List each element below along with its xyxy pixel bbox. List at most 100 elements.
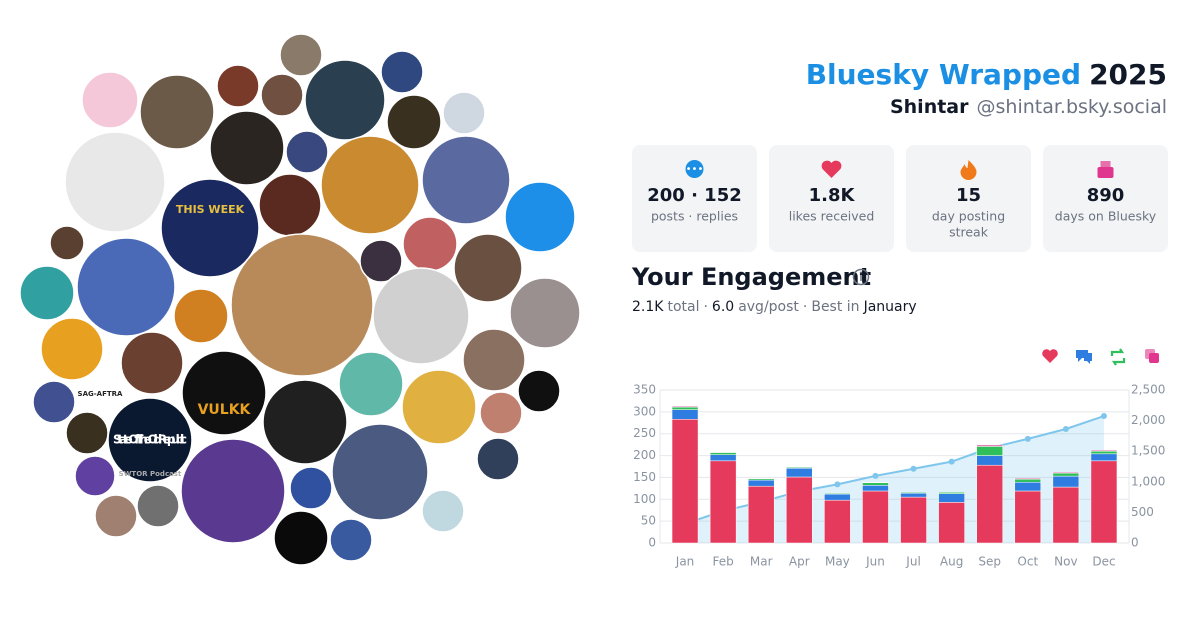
line-marker <box>910 465 917 472</box>
bar-segment <box>1090 453 1118 462</box>
summary: 2.1K total · 6.0 avg/post · Best in January <box>632 299 917 315</box>
avatar <box>160 178 260 278</box>
avatar <box>49 225 85 261</box>
stat-value: 15 <box>956 185 981 206</box>
x-tick-label: Jan <box>675 555 695 569</box>
y-tick-label: 0 <box>648 536 656 550</box>
bar-segment <box>1090 450 1118 452</box>
icon-shape <box>821 160 842 178</box>
x-tick-label: Oct <box>1017 555 1038 569</box>
bar-segment <box>824 492 851 495</box>
icon-shape <box>1100 161 1111 167</box>
avatar <box>216 64 260 108</box>
x-tick-label: May <box>825 555 850 569</box>
bar-segment <box>862 482 889 486</box>
x-tick-label: Feb <box>713 555 734 569</box>
avatar <box>136 484 180 528</box>
stat-value: 890 <box>1087 185 1125 206</box>
x-tick-label: Mar <box>750 555 773 569</box>
y-tick-label: 200 <box>633 448 656 462</box>
bar-segment <box>862 490 889 544</box>
legend-icon <box>1042 349 1058 363</box>
legend <box>1042 348 1159 366</box>
best-label: Best in <box>811 299 859 315</box>
line-marker <box>948 458 955 465</box>
avatar <box>421 489 465 533</box>
bar-segment <box>709 452 737 455</box>
avatar <box>76 237 176 337</box>
bar-segment <box>1090 460 1118 544</box>
bar-segment <box>1014 481 1042 492</box>
avatar <box>504 181 576 253</box>
info-icon <box>852 268 870 286</box>
avatar <box>320 135 420 235</box>
avatar <box>19 265 75 321</box>
avatar <box>81 71 139 129</box>
y-tick-label: 100 <box>633 492 656 506</box>
line-marker <box>1062 425 1069 432</box>
bar-segment <box>824 493 851 501</box>
avatar <box>65 411 109 455</box>
stat-icon <box>960 160 977 180</box>
bar-segment <box>938 493 965 503</box>
avatar-collage: THIS WEEK VULKK State Of The Old Republic S… <box>19 33 581 566</box>
avatar <box>209 110 285 186</box>
bar-segment <box>671 405 699 408</box>
avatar <box>462 328 526 392</box>
avatar <box>329 518 373 562</box>
avatar <box>40 317 104 381</box>
stat-cards: ••• 200 · 152 posts · replies 1.8K likes rec… <box>632 145 1168 252</box>
avatar <box>230 233 374 377</box>
bar-segment <box>976 444 1003 447</box>
line-marker <box>1024 435 1031 442</box>
bar-segment <box>1052 486 1080 544</box>
avatar <box>107 397 193 483</box>
bar-segment <box>976 446 1003 456</box>
stat-label: day posting <box>932 209 1005 224</box>
stat-label: posts · replies <box>651 209 738 224</box>
avatar <box>517 369 561 413</box>
bar-segment <box>786 467 813 478</box>
best: January <box>863 299 917 315</box>
y2-tick-label: 2,500 <box>1131 383 1165 397</box>
legend-icon <box>1149 353 1159 363</box>
avatar <box>94 494 138 538</box>
avatar <box>181 350 267 436</box>
avatar-text: VULKK <box>198 402 252 418</box>
line-marker <box>872 472 879 479</box>
avatar <box>273 510 329 566</box>
bar-segment <box>709 460 737 544</box>
avatar <box>285 130 329 174</box>
icon-shape <box>1097 167 1114 178</box>
bar-segment <box>1052 472 1080 477</box>
bar-segment <box>671 409 699 420</box>
avg: 6.0 <box>712 299 734 315</box>
bar-segment <box>900 492 927 498</box>
avatar-text: SWTOR Podcast <box>119 470 182 478</box>
avatar <box>279 33 323 77</box>
bar-segment <box>747 485 775 544</box>
bar-segment <box>1052 471 1080 474</box>
avatar <box>359 239 403 283</box>
avatar <box>180 438 286 544</box>
legend-icon <box>1110 348 1126 366</box>
bar-segment <box>671 419 699 544</box>
stat-icon <box>821 160 842 178</box>
y2-tick-label: 0 <box>1131 536 1139 550</box>
bar-segment <box>938 502 965 544</box>
bar-segment <box>747 479 775 487</box>
icon-shape <box>685 160 704 178</box>
y-tick-label: 150 <box>633 470 656 484</box>
stat-icon <box>1097 161 1114 178</box>
stat-label: days on Bluesky <box>1055 209 1157 224</box>
line-marker <box>1100 413 1107 420</box>
stat-icon: ••• <box>685 160 704 178</box>
x-tick-label: Nov <box>1054 555 1077 569</box>
handle: @shintar.bsky.social <box>977 96 1168 118</box>
avatar <box>260 73 304 117</box>
avatar <box>421 135 511 225</box>
bar-segment <box>786 476 813 544</box>
avatar <box>304 59 386 141</box>
avatar <box>32 380 76 424</box>
